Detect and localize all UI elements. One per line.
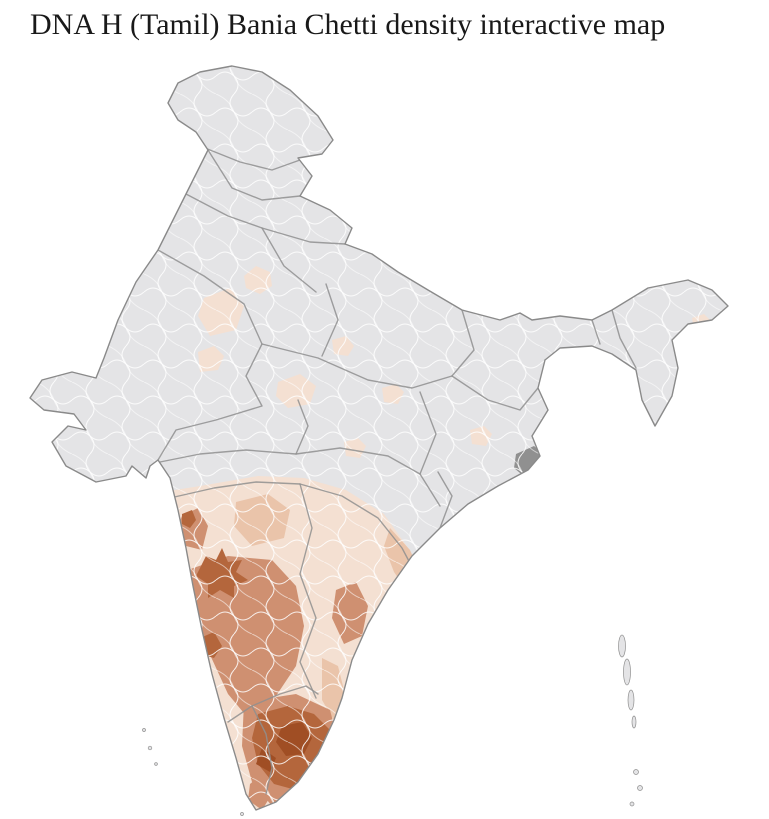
state-border-line: [157, 249, 263, 461]
state-border-line: [451, 375, 539, 411]
district-borders-texture: [30, 66, 728, 810]
state-border-line: [437, 471, 453, 529]
state-border-line: [251, 685, 319, 707]
andaman-island[interactable]: [623, 658, 631, 686]
nicobar-island[interactable]: [633, 769, 639, 775]
state-border-line: [227, 705, 273, 795]
state-border-line: [199, 145, 301, 171]
page-title: DNA H (Tamil) Bania Chetti density inter…: [30, 8, 666, 41]
india-map[interactable]: [0, 58, 769, 819]
lakshadweep-island[interactable]: [142, 728, 146, 732]
state-border-line: [544, 359, 585, 377]
state-border-line: [419, 391, 441, 507]
lakshadweep-island[interactable]: [154, 762, 158, 766]
nicobar-island[interactable]: [629, 801, 635, 807]
coastal-islet[interactable]: [240, 812, 244, 816]
state-border-line: [261, 227, 317, 293]
state-border-line: [611, 309, 637, 369]
state-borders: [157, 145, 637, 795]
andaman-island[interactable]: [627, 689, 635, 711]
lakshadweep-island[interactable]: [147, 745, 153, 751]
india-outline: [29, 65, 729, 811]
state-border-line: [321, 283, 339, 357]
state-border-line: [591, 319, 601, 345]
state-border-line: [299, 483, 317, 699]
state-border-line: [451, 309, 475, 377]
nicobar-island[interactable]: [637, 785, 643, 791]
state-border-line: [261, 343, 453, 389]
andaman-island[interactable]: [631, 715, 637, 729]
andaman-island[interactable]: [618, 634, 626, 658]
state-border-line: [295, 399, 309, 455]
islands[interactable]: [142, 634, 643, 816]
state-border-line: [207, 149, 301, 201]
